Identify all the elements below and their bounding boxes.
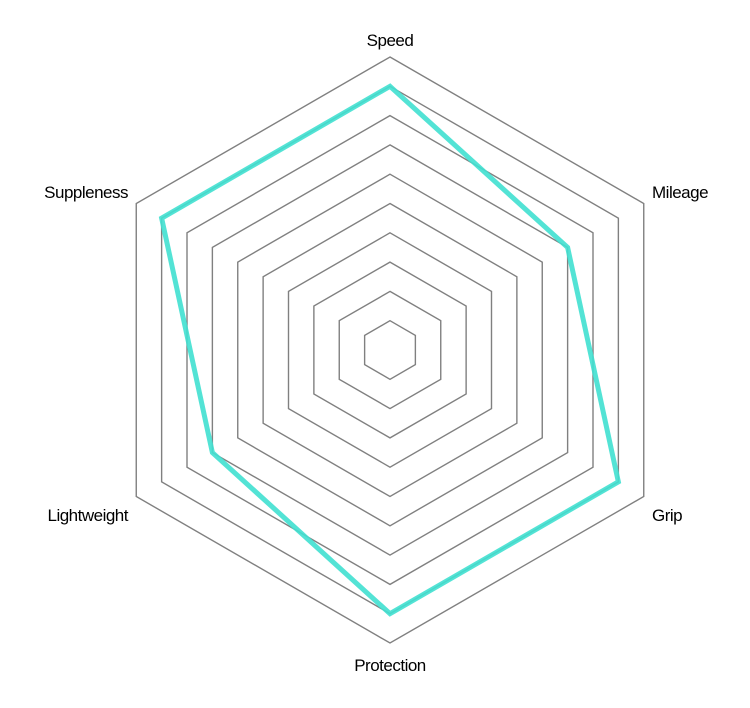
grid-ring-8 [186,114,594,586]
series-layer [158,83,622,617]
grid-ring-3 [313,261,467,439]
axis-label-mileage: Mileage [652,183,708,202]
grid-ring-5 [262,202,518,498]
axis-labels: Speed Mileage Grip Protection Lightweight Sup… [44,31,708,675]
grid-ring-4 [287,231,493,469]
grid-ring-1 [363,319,417,381]
grid-ring-6 [237,173,543,527]
axis-label-speed: Speed [367,31,414,50]
grid-ring-9 [160,85,620,615]
axis-label-lightweight: Lightweight [47,506,128,525]
axis-label-protection: Protection [354,656,426,675]
grid-ring-10 [135,56,645,644]
grid-rings [135,56,645,644]
grid-ring-2 [338,290,442,410]
grid-ring-7 [211,144,569,556]
axis-label-suppleness: Suppleness [44,183,128,202]
axis-label-grip: Grip [652,506,682,525]
series-line-0 [158,83,622,617]
